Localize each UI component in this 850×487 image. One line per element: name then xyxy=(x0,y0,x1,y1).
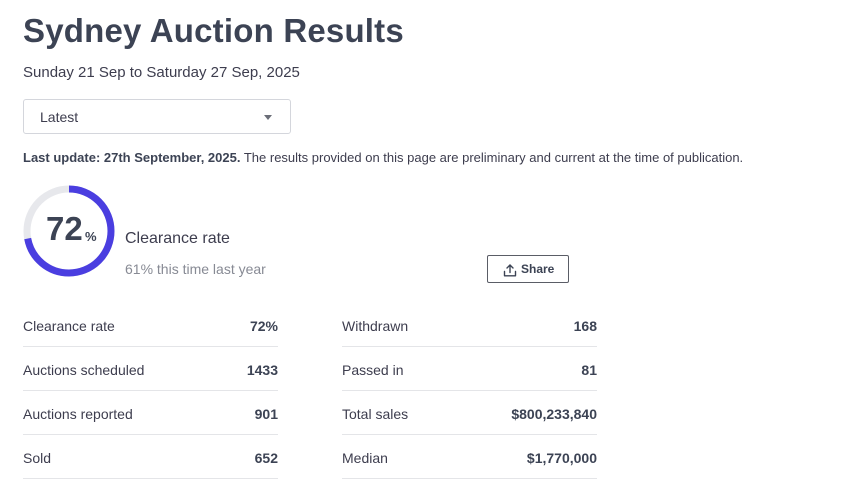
stat-label: Sold xyxy=(23,450,52,466)
stat-label: Auctions scheduled xyxy=(23,362,145,378)
clearance-rate-value: 72 xyxy=(46,210,83,247)
stat-row-passed-in: Passed in 81 xyxy=(342,348,597,391)
disclaimer-text: The results provided on this page are pr… xyxy=(240,150,744,165)
stat-row-clearance-rate: Clearance rate 72% xyxy=(23,304,278,347)
stat-value: 1433 xyxy=(246,362,278,378)
share-icon xyxy=(503,264,517,277)
stat-row-median: Median $1,770,000 xyxy=(342,436,597,479)
share-label: Share xyxy=(521,262,555,276)
stat-row-auctions-reported: Auctions reported 901 xyxy=(23,392,278,435)
stat-value: 72% xyxy=(249,318,278,334)
stat-row-withdrawn: Withdrawn 168 xyxy=(342,304,597,347)
share-button[interactable]: Share xyxy=(487,255,569,283)
stat-value: 81 xyxy=(581,362,597,378)
clearance-ring xyxy=(23,185,115,277)
page-title: Sydney Auction Results xyxy=(23,12,404,49)
select-value: Latest xyxy=(40,109,79,125)
stat-value: 168 xyxy=(573,318,597,334)
stat-row-sold: Sold 652 xyxy=(23,436,278,479)
stat-value: $800,233,840 xyxy=(511,406,597,422)
last-year-comparison: 61% this time last year xyxy=(125,261,266,277)
stat-row-auctions-scheduled: Auctions scheduled 1433 xyxy=(23,348,278,391)
stat-value: 901 xyxy=(254,406,278,422)
stat-label: Auctions reported xyxy=(23,406,133,422)
clearance-rate-label: Clearance rate xyxy=(125,230,230,247)
last-update-note: Last update: 27th September, 2025. The r… xyxy=(23,150,743,165)
stat-row-total-sales: Total sales $800,233,840 xyxy=(342,392,597,435)
stat-label: Clearance rate xyxy=(23,318,115,334)
clearance-rate-unit: % xyxy=(85,229,97,244)
stats-table-right: Withdrawn 168 Passed in 81 Total sales $… xyxy=(342,304,597,480)
date-range: Sunday 21 Sep to Saturday 27 Sep, 2025 xyxy=(23,64,300,81)
stat-label: Withdrawn xyxy=(342,318,409,334)
last-update-date: Last update: 27th September, 2025. xyxy=(23,150,241,165)
stat-value: $1,770,000 xyxy=(526,450,597,466)
stat-label: Median xyxy=(342,450,388,466)
chevron-down-icon xyxy=(264,115,272,120)
ring-progress xyxy=(23,185,115,277)
stat-value: 652 xyxy=(254,450,278,466)
stat-label: Passed in xyxy=(342,362,404,378)
stats-table-left: Clearance rate 72% Auctions scheduled 14… xyxy=(23,304,278,480)
stat-label: Total sales xyxy=(342,406,409,422)
results-period-select[interactable]: Latest xyxy=(23,99,291,134)
